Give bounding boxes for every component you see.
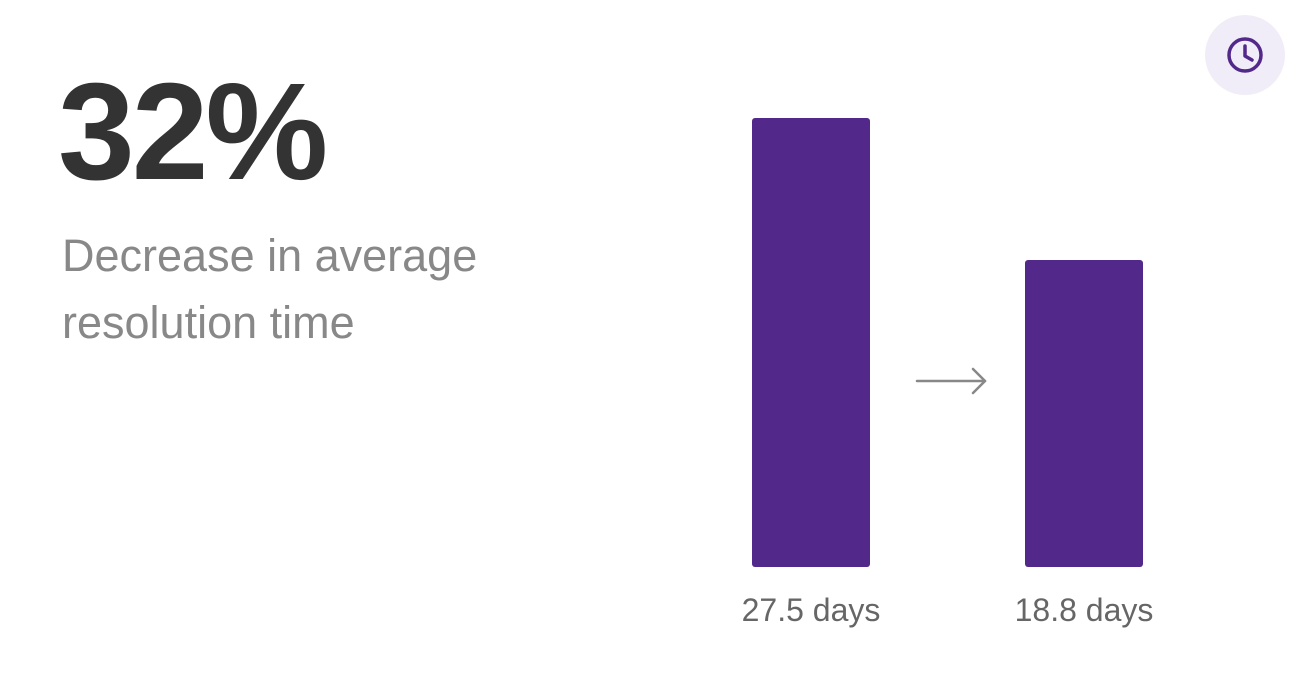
headline: 32% xyxy=(58,55,328,209)
value-label: 27.5 days xyxy=(742,592,881,628)
bar xyxy=(752,118,870,567)
arrow xyxy=(915,367,987,395)
clock-icon xyxy=(1205,15,1285,95)
value-label: 18.8 days xyxy=(1015,592,1154,628)
bar xyxy=(1025,260,1143,567)
subtitle: Decrease in average resolution time xyxy=(62,230,478,348)
